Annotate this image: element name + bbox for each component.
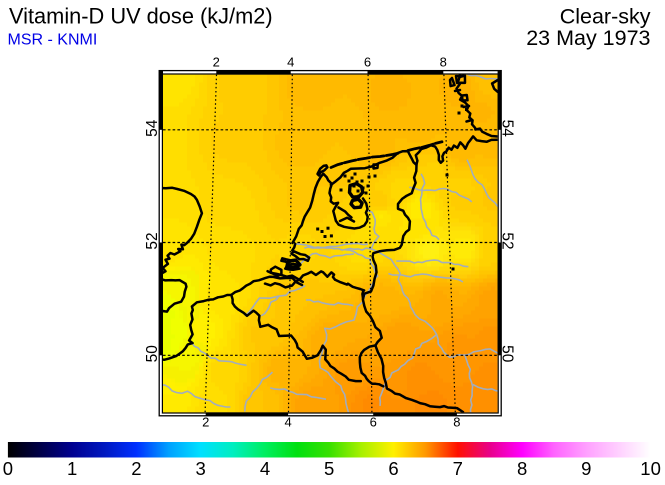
- svg-text:7: 7: [453, 458, 463, 479]
- svg-text:3: 3: [196, 458, 206, 479]
- svg-text:Clear-sky: Clear-sky: [560, 4, 651, 28]
- svg-text:4: 4: [284, 415, 291, 430]
- svg-text:10: 10: [640, 458, 661, 479]
- svg-text:23 May 1973: 23 May 1973: [526, 26, 650, 50]
- svg-text:5: 5: [324, 458, 334, 479]
- svg-text:6: 6: [370, 415, 377, 430]
- svg-text:0: 0: [3, 458, 13, 479]
- svg-text:9: 9: [581, 458, 591, 479]
- svg-text:8: 8: [517, 458, 527, 479]
- svg-text:6: 6: [388, 458, 398, 479]
- svg-text:2: 2: [131, 458, 141, 479]
- svg-text:8: 8: [453, 415, 460, 430]
- svg-text:8: 8: [440, 55, 447, 70]
- svg-text:2: 2: [202, 415, 209, 430]
- svg-text:1: 1: [67, 458, 77, 479]
- svg-text:Vitamin-D UV dose (kJ/m2): Vitamin-D UV dose (kJ/m2): [9, 3, 273, 28]
- svg-text:2: 2: [213, 55, 220, 70]
- svg-text:52: 52: [144, 232, 161, 249]
- svg-text:4: 4: [260, 458, 270, 479]
- svg-text:MSR - KNMI: MSR - KNMI: [8, 31, 98, 48]
- svg-text:54: 54: [499, 120, 516, 138]
- svg-text:50: 50: [499, 345, 516, 363]
- svg-text:52: 52: [499, 232, 516, 249]
- svg-text:6: 6: [364, 55, 371, 70]
- svg-text:54: 54: [144, 119, 161, 137]
- svg-text:4: 4: [287, 55, 294, 70]
- svg-text:50: 50: [144, 345, 161, 363]
